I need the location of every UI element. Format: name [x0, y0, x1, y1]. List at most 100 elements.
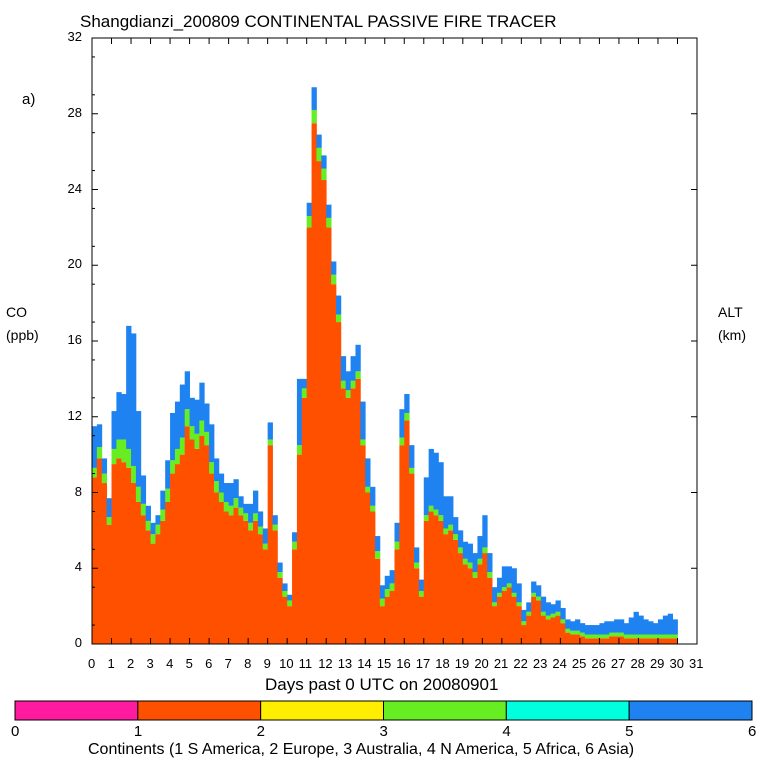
x-tick-label: 1	[107, 656, 115, 671]
bar-europe	[453, 539, 459, 644]
colorbar-tick-label: 6	[748, 723, 757, 740]
bar-asia	[121, 394, 127, 440]
bar-asia	[389, 570, 395, 584]
bar-asia	[453, 517, 459, 535]
bar-europe	[594, 638, 600, 644]
bar-n_america	[579, 632, 586, 637]
bar-europe	[643, 638, 649, 644]
bar-n_america	[657, 634, 664, 639]
x-tick-label: 16	[396, 656, 411, 671]
bar-europe	[462, 564, 469, 644]
bar-europe	[287, 606, 293, 644]
bar-europe	[155, 534, 161, 644]
bar-europe	[379, 606, 386, 644]
colorbar-tick-label: 3	[379, 723, 388, 740]
bar-europe	[521, 625, 527, 644]
bar-asia	[282, 583, 288, 591]
bar-n_america	[511, 592, 517, 597]
bar-n_america	[662, 634, 669, 639]
colorbar-segment	[505, 700, 630, 721]
bar-asia	[418, 579, 425, 591]
bar-n_america	[170, 460, 176, 474]
x-tick-label: 3	[146, 656, 154, 671]
bar-n_america	[296, 445, 303, 455]
bar-europe	[457, 553, 464, 644]
bar-europe	[487, 577, 493, 644]
bar-n_america	[316, 147, 322, 162]
bar-n_america	[340, 380, 347, 389]
bar-europe	[614, 636, 620, 644]
bar-europe	[414, 568, 420, 644]
bar-europe	[316, 161, 322, 644]
bar-n_america	[194, 433, 200, 449]
bar-n_america	[253, 513, 259, 521]
bar-europe	[140, 515, 147, 644]
bar-europe	[135, 501, 142, 644]
bar-asia	[321, 155, 327, 169]
bar-n_america	[111, 448, 117, 465]
bar-europe	[477, 564, 483, 644]
bar-asia	[414, 547, 420, 563]
bar-asia	[111, 411, 117, 449]
bar-n_america	[311, 109, 317, 124]
colorbar-tick-label: 2	[256, 723, 265, 740]
bar-n_america	[506, 583, 512, 588]
bar-europe	[189, 439, 195, 644]
bar-n_america	[282, 590, 288, 597]
bar-asia	[326, 204, 332, 218]
bar-asia	[570, 621, 576, 631]
bar-europe	[550, 617, 556, 644]
bar-asia	[516, 583, 522, 603]
bar-europe	[672, 638, 678, 644]
bar-n_america	[384, 589, 391, 597]
bar-europe	[238, 515, 244, 644]
bar-n_america	[399, 437, 405, 446]
bar-asia	[96, 424, 103, 448]
bar-europe	[496, 596, 503, 644]
bar-n_america	[345, 390, 351, 398]
bar-n_america	[140, 503, 147, 516]
bar-n_america	[326, 217, 332, 228]
bar-asia	[150, 522, 156, 535]
bar-asia	[657, 619, 664, 635]
bar-n_america	[228, 505, 234, 516]
bar-europe	[311, 123, 317, 644]
bar-europe	[418, 596, 425, 644]
bar-n_america	[643, 634, 649, 639]
x-tick-label: 14	[357, 656, 372, 671]
bar-asia	[170, 412, 176, 461]
bar-asia	[492, 587, 498, 603]
bar-asia	[565, 619, 571, 629]
bar-asia	[218, 473, 225, 493]
bar-asia	[506, 566, 512, 584]
bar-asia	[423, 477, 430, 516]
bar-n_america	[335, 314, 342, 323]
bar-europe	[584, 638, 591, 644]
bar-europe	[531, 596, 537, 644]
bar-europe	[535, 600, 542, 644]
bar-asia	[370, 486, 376, 506]
bar-europe	[106, 524, 112, 644]
bar-europe	[179, 454, 186, 644]
bar-n_america	[199, 420, 205, 436]
bar-europe	[223, 511, 230, 644]
bar-n_america	[213, 481, 220, 493]
bar-asia	[311, 87, 317, 110]
bar-n_america	[306, 216, 312, 228]
x-tick-label: 29	[649, 656, 665, 671]
x-tick-label: 17	[415, 656, 431, 671]
bar-n_america	[433, 509, 439, 516]
bar-n_america	[404, 412, 410, 421]
x-tick-label: 22	[513, 656, 528, 671]
bar-n_america	[653, 634, 659, 639]
bar-europe	[262, 549, 269, 644]
bar-europe	[428, 511, 434, 644]
bar-europe	[243, 520, 249, 644]
bar-europe	[374, 558, 381, 644]
bar-asia	[535, 585, 542, 597]
bar-n_america	[487, 572, 493, 578]
bar-n_america	[331, 274, 337, 285]
bar-n_america	[472, 572, 478, 578]
bar-asia	[399, 409, 405, 438]
bar-europe	[194, 448, 200, 644]
